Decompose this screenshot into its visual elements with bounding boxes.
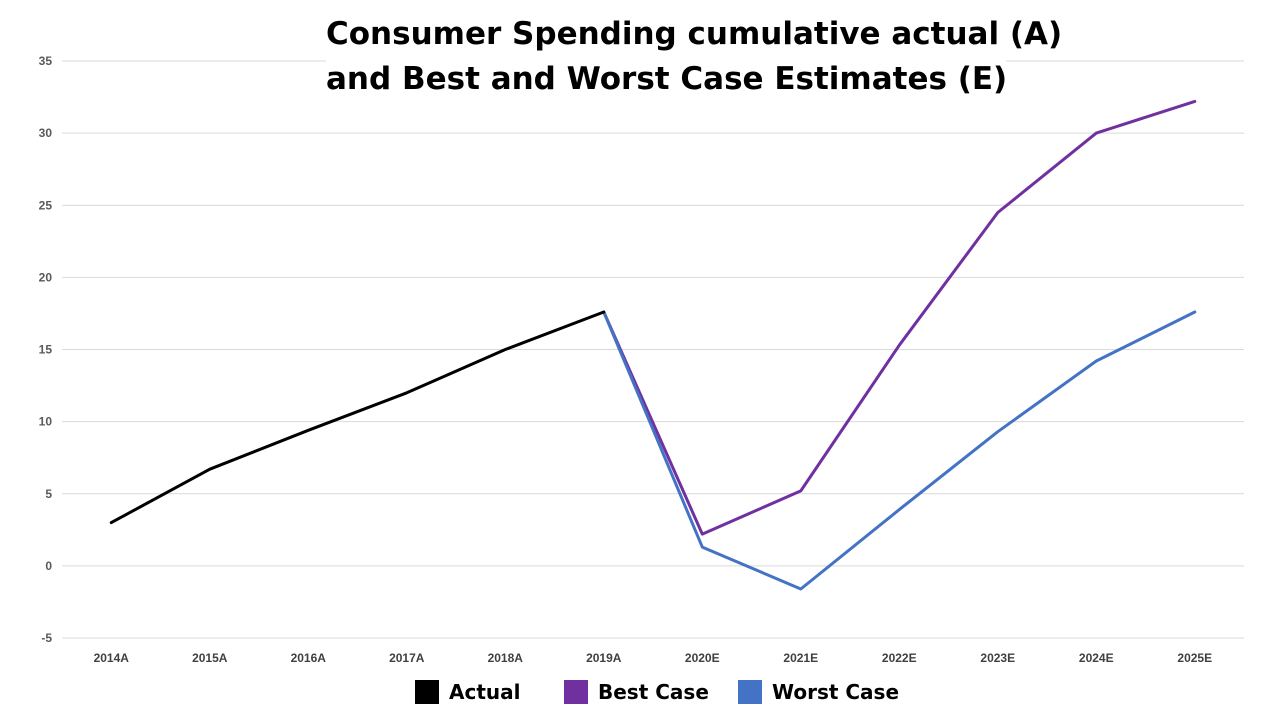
legend-item-actual: Actual [415, 680, 520, 704]
legend-item-worst-case: Worst Case [738, 680, 899, 704]
gridlines [62, 60, 1244, 639]
legend-item-best-case: Best Case [564, 680, 709, 704]
legend-swatch-best-case [564, 680, 588, 704]
legend-label-best-case: Best Case [598, 680, 709, 704]
series-line-best-case [602, 99, 1197, 536]
x-tick-label-2019a: 2019A [586, 651, 622, 665]
y-axis-ticks: -5 0 5 10 15 20 25 30 35 [39, 54, 53, 645]
series-line-worst-case [602, 310, 1197, 591]
legend-label-actual: Actual [449, 680, 521, 704]
y-tick-label: 0 [45, 559, 52, 573]
y-tick-label: 30 [39, 126, 53, 140]
series-line-actual [109, 310, 606, 525]
y-tick-label: 15 [39, 343, 53, 357]
x-axis-ticks: 2014A 2015A 2016A 2017A 2018A 2019A 2020E 2021E… [94, 651, 1213, 665]
x-tick-label-2016a: 2016A [291, 651, 327, 665]
x-tick-label-2023e: 2023E [980, 651, 1015, 665]
x-tick-label-2021e: 2021E [783, 651, 818, 665]
legend-swatch-worst-case [738, 680, 762, 704]
y-tick-label: -5 [41, 631, 52, 645]
y-tick-label: 35 [39, 54, 53, 68]
series-lines [109, 99, 1197, 591]
x-tick-label-2024e: 2024E [1079, 651, 1114, 665]
legend-label-worst-case: Worst Case [772, 680, 900, 704]
y-tick-label: 10 [39, 415, 53, 429]
y-tick-label: 25 [39, 198, 53, 212]
x-tick-label-2018a: 2018A [488, 651, 524, 665]
x-tick-label-2014a: 2014A [94, 651, 130, 665]
y-tick-label: 5 [45, 487, 52, 501]
x-tick-label-2015a: 2015A [192, 651, 228, 665]
legend: Actual Best Case Worst Case [0, 680, 1280, 710]
x-tick-label-2020e: 2020E [685, 651, 720, 665]
x-tick-label-2017a: 2017A [389, 651, 425, 665]
chart-title-line-1: Consumer Spending cumulative actual (A) [326, 16, 1063, 52]
chart-title: Consumer Spending cumulative actual (A) … [326, 8, 1063, 108]
y-tick-label: 20 [39, 270, 53, 284]
legend-swatch-actual [415, 680, 439, 704]
chart-title-line-2: and Best and Worst Case Estimates (E) [326, 61, 1008, 97]
x-tick-label-2025e: 2025E [1177, 651, 1212, 665]
x-tick-label-2022e: 2022E [882, 651, 917, 665]
